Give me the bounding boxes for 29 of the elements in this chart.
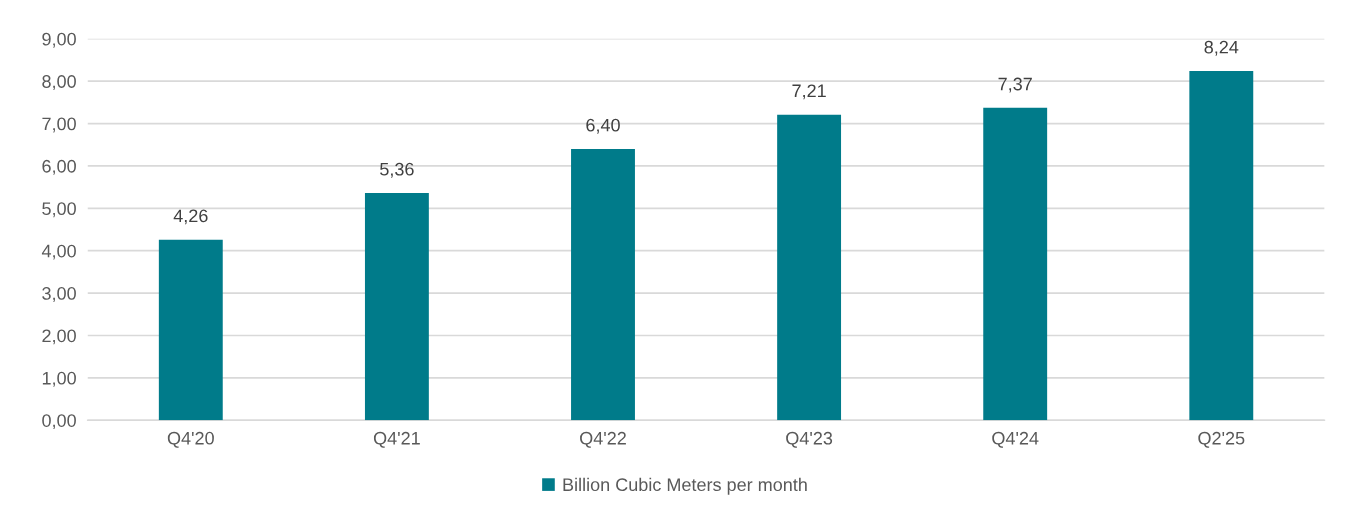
- bar: [571, 148, 635, 421]
- y-tick-label: 1,00: [42, 371, 76, 387]
- x-tick-label: Q4'22: [580, 431, 626, 448]
- y-tick-label: 8,00: [42, 75, 76, 91]
- bar: [777, 114, 842, 421]
- legend-label: Billion Cubic Meters per month: [563, 477, 807, 495]
- x-tick-label: Q4'21: [373, 431, 420, 448]
- bar: [1189, 70, 1254, 421]
- x-tick-label: Q4'23: [786, 431, 833, 448]
- bar: [158, 239, 223, 421]
- y-tick-label: 7,00: [42, 117, 76, 133]
- data-label: 4,26: [173, 209, 208, 225]
- y-tick-label: 4,00: [41, 244, 76, 260]
- data-label: 7,21: [792, 84, 826, 100]
- y-tick-label: 5,00: [42, 202, 76, 218]
- y-tick-label: 6,00: [42, 159, 76, 175]
- data-label: 5,36: [380, 162, 414, 178]
- data-label: 6,40: [586, 118, 620, 134]
- y-tick-label: 2,00: [42, 329, 76, 345]
- x-tick-label: Q2'25: [1198, 431, 1245, 448]
- x-tick-label: Q4'24: [992, 431, 1039, 448]
- bar: [983, 107, 1048, 421]
- data-label: 8,24: [1204, 40, 1239, 56]
- y-tick-label: 0,00: [42, 414, 76, 430]
- data-label: 7,37: [998, 77, 1032, 93]
- y-tick-label: 9,00: [42, 32, 76, 48]
- x-tick-label: Q4'20: [167, 431, 214, 448]
- y-tick-label: 3,00: [42, 287, 76, 302]
- bar: [364, 193, 429, 421]
